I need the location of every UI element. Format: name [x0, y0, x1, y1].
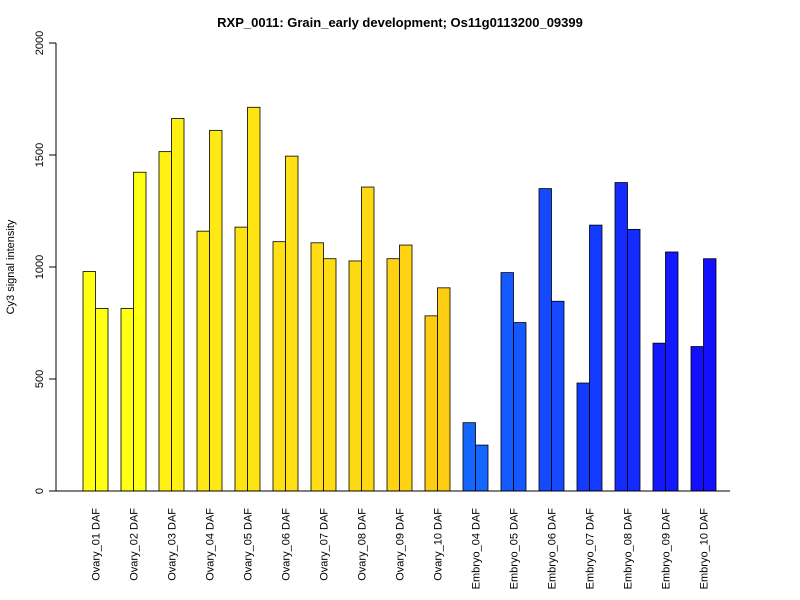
x-tick-label: Ovary_01 DAF [91, 508, 103, 581]
bar [209, 129, 223, 492]
bar [576, 382, 590, 492]
y-tick-label: 1500 [34, 143, 46, 167]
bar [247, 106, 261, 492]
bar [82, 271, 96, 492]
x-tick-label: Ovary_06 DAF [281, 508, 293, 581]
bar [323, 258, 337, 492]
y-tick-label: 1000 [34, 255, 46, 279]
y-axis-label: Cy3 signal intensity [5, 219, 17, 314]
bar [500, 272, 514, 492]
bar [120, 308, 134, 492]
x-tick-label: Embryo_08 DAF [623, 508, 635, 590]
bar [665, 251, 679, 492]
y-axis: 0 500 1000 1500 2000 [34, 31, 57, 494]
x-tick-label: Ovary_02 DAF [129, 508, 141, 581]
bar [386, 258, 400, 492]
x-tick-label: Embryo_06 DAF [547, 508, 559, 590]
bar [437, 287, 451, 492]
bar [348, 260, 362, 492]
bar [361, 186, 375, 492]
x-tick-label: Embryo_09 DAF [661, 508, 673, 590]
bar [589, 224, 603, 492]
x-tick-label: Ovary_03 DAF [167, 508, 179, 581]
x-tick-label: Ovary_10 DAF [433, 508, 445, 581]
x-tick-label: Embryo_05 DAF [509, 508, 521, 590]
bar [399, 244, 413, 492]
bar [538, 188, 552, 492]
bar [196, 230, 210, 492]
x-tick-label: Embryo_07 DAF [585, 508, 597, 590]
bar [310, 242, 324, 492]
bar [171, 118, 185, 492]
bar [158, 151, 172, 492]
chart-title: RXP_0011: Grain_early development; Os11g… [217, 15, 583, 30]
bar [133, 171, 147, 492]
bar [285, 155, 299, 492]
bar [234, 226, 248, 492]
x-tick-label: Ovary_05 DAF [243, 508, 255, 581]
x-axis: Ovary_01 DAF Ovary_02 DAF Ovary_03 DAF Ovar… [56, 490, 730, 590]
bar [475, 444, 489, 492]
y-tick-label: 2000 [34, 31, 46, 55]
bar [462, 422, 476, 492]
bar [690, 346, 704, 492]
bar [551, 300, 565, 492]
y-tick-label: 500 [34, 370, 46, 388]
x-tick-label: Ovary_04 DAF [205, 508, 217, 581]
bar [95, 308, 109, 492]
bar [272, 241, 286, 492]
bar [652, 342, 666, 492]
bar [703, 258, 717, 492]
bar [627, 228, 641, 492]
bar [513, 322, 527, 492]
x-tick-label: Ovary_09 DAF [395, 508, 407, 581]
x-tick-label: Embryo_04 DAF [471, 508, 483, 590]
bars-group [82, 106, 717, 492]
x-tick-label: Embryo_10 DAF [699, 508, 711, 590]
bar [614, 182, 628, 492]
y-tick-label: 0 [34, 488, 46, 494]
x-tick-label: Ovary_07 DAF [319, 508, 331, 581]
x-tick-label: Ovary_08 DAF [357, 508, 369, 581]
bar [424, 315, 438, 492]
